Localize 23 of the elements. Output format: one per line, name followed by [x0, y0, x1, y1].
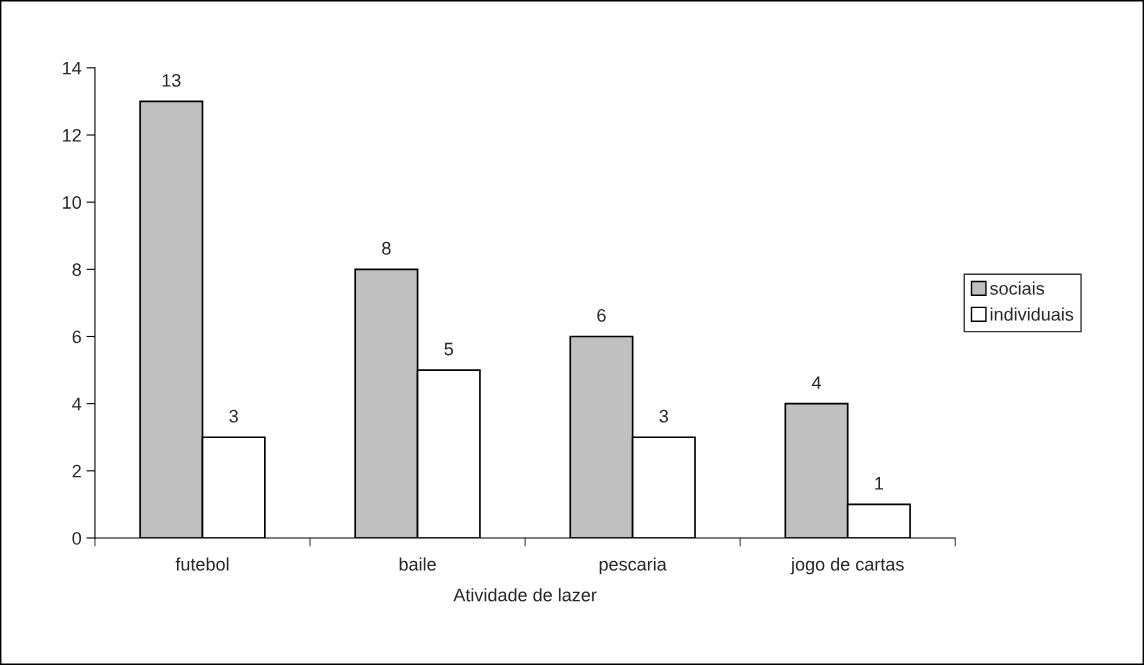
x-tick-label: pescaria	[599, 557, 667, 575]
y-tick-label: 8	[72, 263, 81, 277]
x-tick-label: baile	[399, 557, 436, 571]
data-label: 3	[229, 409, 238, 423]
x-tick-label: jogo de cartas	[790, 557, 904, 575]
data-label: 6	[597, 309, 606, 322]
legend-label: individuais	[990, 307, 1074, 321]
data-label: 5	[444, 342, 454, 356]
y-tick-label: 6	[72, 330, 81, 344]
legend-label: sociais	[990, 281, 1045, 295]
data-label: 4	[811, 376, 822, 389]
data-label: 8	[382, 241, 391, 255]
y-tick-label: 14	[63, 61, 82, 75]
data-label: 1	[875, 477, 884, 490]
y-tick-label: 4	[72, 397, 82, 411]
data-label: 13	[162, 73, 181, 87]
data-label: 3	[659, 409, 669, 423]
y-tick-label: 12	[63, 128, 81, 142]
x-axis-title: Atividade de lazer	[453, 588, 597, 602]
y-tick-label: 10	[63, 196, 82, 209]
x-tick-label: futebol	[175, 557, 229, 571]
y-tick-label: 0	[72, 531, 82, 545]
y-tick-label: 2	[72, 464, 81, 478]
